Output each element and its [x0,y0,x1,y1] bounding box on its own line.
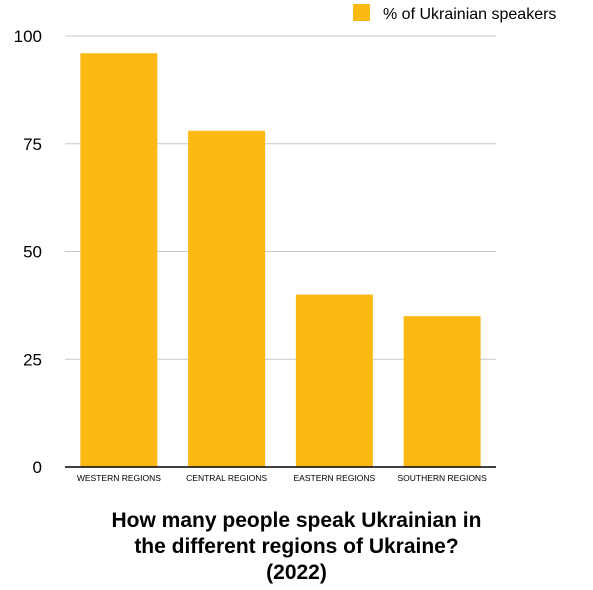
bar [188,130,266,467]
chart-title-line-1: How many people speak Ukrainian in [111,509,482,532]
chart-canvas: 0 25 50 75 100 WESTERN REGIONS CENTRAL REGIONS… [14,4,556,483]
x-tick-label: SOUTHERN REGIONS [397,473,487,483]
y-tick-label: 75 [23,135,42,154]
bar [80,53,158,468]
x-tick-label: EASTERN REGIONS [294,473,376,483]
bar [295,294,373,467]
y-tick-label: 25 [23,350,42,369]
bar [403,316,481,467]
y-tick-label: 0 [33,458,42,477]
y-tick-label: 50 [23,243,42,262]
y-tick-label: 100 [14,27,42,46]
chart-title-line-3: (2022) [266,561,327,584]
chart-title-line-2: the different regions of Ukraine? [134,535,459,558]
chart-title: How many people speak Ukrainian in the d… [40,508,553,586]
legend-swatch [353,4,370,21]
legend-label: % of Ukrainian speakers [383,6,556,23]
x-tick-label: WESTERN REGIONS [77,473,161,483]
x-tick-label: CENTRAL REGIONS [186,473,267,483]
